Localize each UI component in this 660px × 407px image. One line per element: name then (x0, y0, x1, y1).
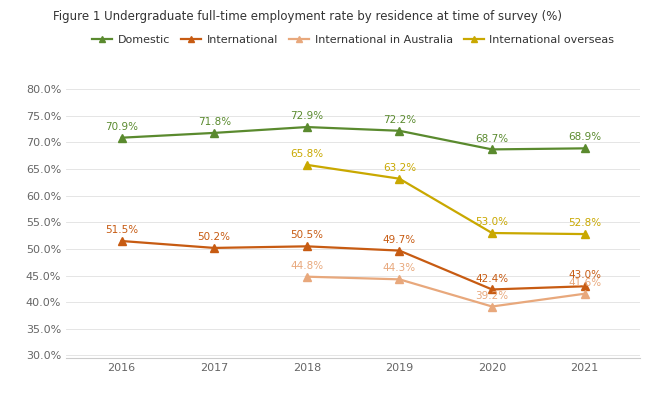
Text: 44.3%: 44.3% (383, 263, 416, 274)
Domestic (211, 131, 218, 136)
International (211, 245, 218, 250)
International (117, 239, 125, 243)
International overseas (488, 231, 496, 236)
Text: 52.8%: 52.8% (568, 218, 601, 228)
Line: International in Australia: International in Australia (303, 273, 589, 311)
Text: 43.0%: 43.0% (568, 270, 601, 280)
Line: International: International (117, 237, 589, 293)
Domestic (303, 125, 311, 129)
International (303, 244, 311, 249)
International in Australia (581, 291, 589, 296)
International in Australia (488, 304, 496, 309)
Line: Domestic: Domestic (117, 123, 589, 153)
International (581, 284, 589, 289)
International overseas (581, 232, 589, 236)
Text: 63.2%: 63.2% (383, 163, 416, 173)
Line: International overseas: International overseas (303, 161, 589, 238)
Text: 70.9%: 70.9% (105, 122, 138, 132)
Text: 71.8%: 71.8% (197, 117, 231, 127)
Text: 41.6%: 41.6% (568, 278, 601, 288)
Text: 39.2%: 39.2% (475, 291, 509, 301)
International (395, 248, 403, 253)
Text: 68.9%: 68.9% (568, 133, 601, 142)
Text: 50.2%: 50.2% (198, 232, 231, 242)
Text: 49.7%: 49.7% (383, 235, 416, 245)
Text: 72.9%: 72.9% (290, 111, 323, 121)
Text: 44.8%: 44.8% (290, 261, 323, 271)
International in Australia (395, 277, 403, 282)
Text: 72.2%: 72.2% (383, 115, 416, 125)
International (488, 287, 496, 292)
International in Australia (303, 274, 311, 279)
Text: 53.0%: 53.0% (475, 217, 508, 227)
Text: 51.5%: 51.5% (105, 225, 138, 235)
Domestic (117, 135, 125, 140)
Domestic (581, 146, 589, 151)
Text: 68.7%: 68.7% (475, 133, 509, 144)
International overseas (303, 162, 311, 167)
Domestic (488, 147, 496, 152)
Text: Figure 1 Undergraduate full-time employment rate by residence at time of survey : Figure 1 Undergraduate full-time employm… (53, 10, 562, 23)
Domestic (395, 128, 403, 133)
Text: 65.8%: 65.8% (290, 149, 323, 159)
International overseas (395, 176, 403, 181)
Text: 42.4%: 42.4% (475, 274, 509, 284)
Legend: Domestic, International, International in Australia, International overseas: Domestic, International, International i… (87, 31, 619, 49)
Text: 50.5%: 50.5% (290, 230, 323, 241)
